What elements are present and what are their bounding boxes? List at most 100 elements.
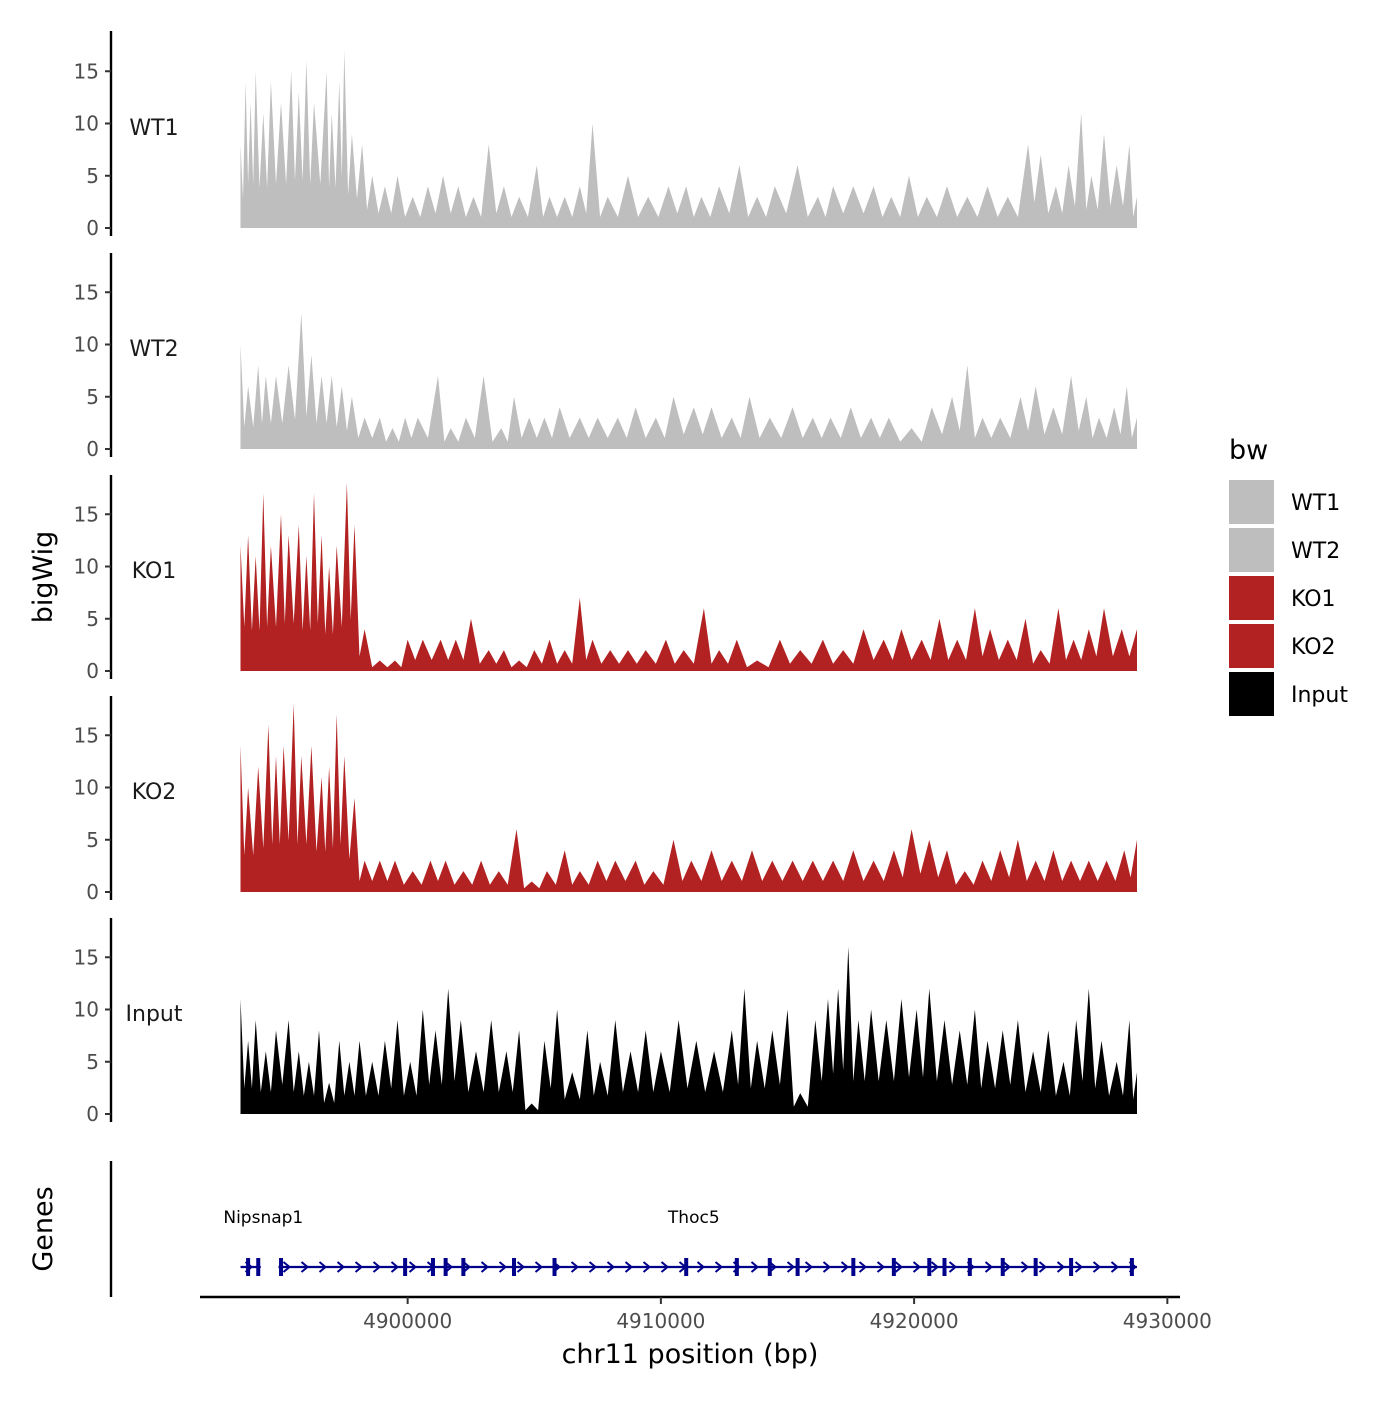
exon xyxy=(851,1258,856,1276)
strand-arrow xyxy=(408,1261,418,1273)
track-label-wt2: WT2 xyxy=(129,337,178,362)
strand-arrow xyxy=(1074,1261,1084,1273)
exon xyxy=(767,1258,772,1276)
strand-arrow xyxy=(1020,1261,1030,1273)
strand-arrow xyxy=(840,1261,850,1273)
legend-item-wt1: WT1 xyxy=(1229,480,1340,524)
exon xyxy=(461,1258,466,1276)
track-ko1: KO1 xyxy=(132,482,1137,671)
strand-arrow xyxy=(390,1261,400,1273)
track-wt2: WT2 xyxy=(129,313,1137,449)
y-tick-label: 15 xyxy=(74,502,99,526)
strand-arrow xyxy=(1056,1261,1066,1273)
exon xyxy=(684,1258,689,1276)
exon xyxy=(246,1258,251,1276)
strand-arrow xyxy=(462,1261,472,1273)
y-tick-label: 5 xyxy=(86,1050,99,1074)
track-label-ko1: KO1 xyxy=(132,559,177,584)
y-tick-label: 10 xyxy=(74,998,99,1022)
gene-models: Nipsnap1 Thoc5 xyxy=(223,1208,1138,1276)
strand-arrow xyxy=(570,1261,580,1273)
y-tick-label: 5 xyxy=(86,164,99,188)
strand-arrow xyxy=(1110,1261,1120,1273)
y-tick-label: 15 xyxy=(74,945,99,969)
exon xyxy=(1069,1258,1074,1276)
legend-label: WT2 xyxy=(1291,539,1340,564)
x-tick-label: 4900000 xyxy=(363,1309,452,1333)
strand-arrow xyxy=(534,1261,544,1273)
y-tick-label: 15 xyxy=(74,723,99,747)
y-axis-title: bigWig xyxy=(28,531,59,624)
strand-arrow xyxy=(642,1261,652,1273)
coverage-tracks: WT1 WT2 KO1 KO2 Input xyxy=(126,50,1137,1114)
exon xyxy=(967,1258,972,1276)
exon xyxy=(403,1258,408,1276)
track-input: Input xyxy=(126,946,1137,1114)
coverage-area-ko2 xyxy=(240,703,1137,892)
y-axis-wt1: 0 5 10 15 xyxy=(74,31,113,240)
legend-swatch xyxy=(1229,672,1274,716)
y-tick-label: 5 xyxy=(86,385,99,409)
y-axis-input: 0 5 10 15 xyxy=(74,918,113,1126)
legend-item-wt2: WT2 xyxy=(1229,528,1340,572)
strand-arrow xyxy=(696,1261,706,1273)
coverage-area-wt1 xyxy=(240,50,1137,229)
track-label-wt1: WT1 xyxy=(129,116,178,141)
x-axis-title: chr11 position (bp) xyxy=(562,1339,819,1370)
coverage-area-input xyxy=(240,946,1137,1114)
gene-label-thoc5: Thoc5 xyxy=(667,1208,720,1228)
strand-arrow xyxy=(588,1261,598,1273)
y-axis-ko1: 0 5 10 15 xyxy=(74,475,113,683)
legend-title: bw xyxy=(1229,435,1268,466)
strand-arrow xyxy=(912,1261,922,1273)
legend-label: Input xyxy=(1291,683,1348,708)
strand-arrow xyxy=(660,1261,670,1273)
gene-thoc5: Thoc5 xyxy=(278,1208,1138,1276)
gene-label-nipsnap1: Nipsnap1 xyxy=(223,1208,303,1228)
legend-label: KO1 xyxy=(1291,587,1336,612)
y-tick-label: 15 xyxy=(74,280,99,304)
legend-item-ko1: KO1 xyxy=(1229,576,1336,620)
track-ko2: KO2 xyxy=(132,703,1137,892)
strand-arrow xyxy=(372,1261,382,1273)
y-tick-label: 0 xyxy=(86,1102,99,1126)
strand-arrow xyxy=(804,1261,814,1273)
strand-arrow xyxy=(858,1261,868,1273)
genes-axis-title: Genes xyxy=(28,1186,59,1271)
y-tick-label: 0 xyxy=(86,880,99,904)
strand-arrow xyxy=(876,1261,886,1273)
y-axes: 0 5 10 15 0 5 10 15 0 5 10 15 0 5 10 15 0 5 10 15 xyxy=(74,31,113,1126)
y-tick-label: 10 xyxy=(74,333,99,357)
y-axis-wt2: 0 5 10 15 xyxy=(74,253,113,461)
y-tick-label: 0 xyxy=(86,437,99,461)
strand-arrow xyxy=(336,1261,346,1273)
legend-label: KO2 xyxy=(1291,635,1336,660)
strand-arrow xyxy=(948,1261,958,1273)
strand-arrow xyxy=(1038,1261,1048,1273)
exon xyxy=(430,1258,435,1276)
legend-swatch xyxy=(1229,528,1274,572)
y-tick-label: 10 xyxy=(74,776,99,800)
legend-swatch xyxy=(1229,480,1274,524)
strand-arrow xyxy=(606,1261,616,1273)
x-axis: 4900000 4910000 4920000 4930000 xyxy=(363,1297,1212,1333)
y-tick-label: 10 xyxy=(74,112,99,136)
strand-arrow xyxy=(714,1261,724,1273)
strand-arrow xyxy=(300,1261,310,1273)
strand-arrow xyxy=(822,1261,832,1273)
exon xyxy=(256,1258,261,1276)
y-tick-label: 15 xyxy=(74,59,99,83)
exon xyxy=(1033,1258,1038,1276)
exon xyxy=(1129,1258,1134,1276)
legend-item-ko2: KO2 xyxy=(1229,624,1336,668)
strand-arrow xyxy=(480,1261,490,1273)
strand-arrow xyxy=(282,1261,292,1273)
exon xyxy=(891,1258,896,1276)
coverage-area-ko1 xyxy=(240,482,1137,671)
strand-arrow xyxy=(624,1261,634,1273)
strand-arrow xyxy=(516,1261,526,1273)
strand-arrow xyxy=(1002,1261,1012,1273)
strand-arrow xyxy=(354,1261,364,1273)
